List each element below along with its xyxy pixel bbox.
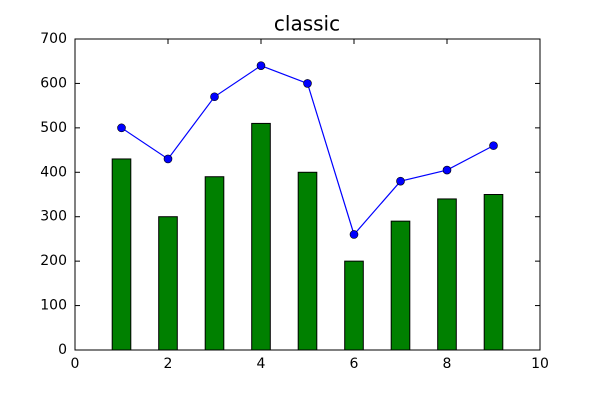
y-tick-label: 300 [40, 209, 67, 225]
marker [489, 141, 498, 150]
x-tick-label: 10 [531, 356, 549, 372]
marker [396, 176, 405, 186]
bar [204, 176, 225, 351]
y-tick-label: 500 [40, 120, 67, 136]
bar [111, 158, 132, 351]
marker [349, 230, 359, 239]
y-tick-label: 100 [40, 298, 67, 314]
y-tick-label: 600 [40, 75, 67, 91]
x-tick-label: 2 [164, 356, 173, 372]
marker [303, 79, 312, 88]
x-tick-label: 4 [257, 356, 266, 372]
marker [117, 123, 126, 133]
y-tick-label: 0 [58, 342, 67, 358]
x-tick-label: 8 [443, 356, 452, 372]
marker [256, 61, 266, 70]
bar [344, 260, 364, 351]
x-tick-label: 0 [71, 356, 80, 372]
bar [483, 194, 504, 351]
marker [210, 92, 219, 102]
bar [251, 122, 271, 351]
y-tick-label: 700 [40, 31, 67, 47]
x-tick-label: 6 [350, 356, 359, 372]
chart-title: classic [274, 12, 340, 36]
bar [390, 220, 411, 351]
y-tick-label: 200 [40, 253, 67, 269]
marker [163, 154, 173, 164]
bar [437, 198, 457, 351]
plot-frame [74, 38, 541, 351]
marker [442, 165, 452, 175]
bar [158, 216, 178, 351]
y-tick-label: 400 [40, 164, 67, 180]
bar [297, 171, 318, 351]
